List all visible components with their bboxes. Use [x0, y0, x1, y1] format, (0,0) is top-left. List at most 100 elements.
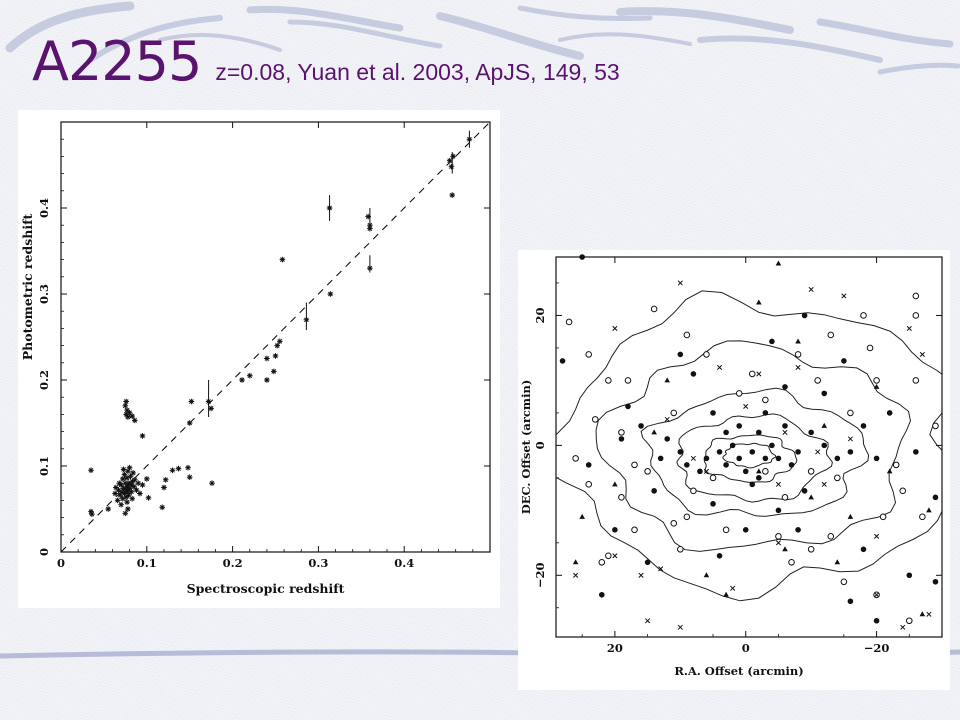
data-point [186, 474, 193, 481]
data-point [274, 342, 281, 349]
member-galaxy-dot [651, 488, 657, 494]
member-galaxy-dot [782, 423, 788, 429]
cross-marker [808, 286, 814, 293]
member-galaxy-dot [775, 455, 782, 462]
open-circle-marker [618, 494, 625, 501]
open-circle-marker [644, 468, 651, 475]
member-galaxy-dot [801, 488, 808, 494]
density-contour [676, 413, 833, 503]
member-galaxy-dot [723, 429, 729, 436]
open-circle-marker [866, 344, 874, 352]
dec-tick-label: −20 [533, 562, 547, 588]
data-point [120, 466, 127, 473]
triangle-marker [756, 299, 762, 305]
title-main: A2255 [32, 30, 202, 93]
data-point [205, 398, 212, 405]
data-point [466, 136, 473, 143]
cross-marker [730, 585, 736, 591]
cross-marker [658, 566, 664, 572]
member-galaxy-dot [736, 423, 742, 429]
data-point [162, 476, 169, 483]
open-circle-marker [572, 455, 579, 462]
data-point [239, 377, 245, 383]
member-galaxy-dot [742, 468, 749, 475]
cross-marker [906, 325, 912, 332]
member-galaxy-dot [795, 449, 801, 455]
open-circle-marker [683, 513, 691, 521]
open-circle-marker [912, 377, 920, 384]
triangle-marker [847, 513, 854, 519]
cross-marker [612, 325, 618, 332]
data-point [264, 377, 270, 383]
open-circle-marker [722, 526, 730, 534]
cross-marker [717, 364, 723, 370]
density-contours [556, 290, 942, 602]
open-circle-marker [748, 370, 756, 378]
member-galaxy-dot [585, 462, 592, 468]
sky-map-panel: 20 0 −20 20 0 −20 R.A. Offset (arcmin) DEC. O… [518, 250, 950, 690]
open-circle-marker [631, 526, 638, 534]
y-tick-label: 0.3 [37, 284, 51, 304]
data-point [126, 464, 133, 471]
data-point [131, 483, 137, 490]
member-galaxy-dot [710, 410, 716, 416]
open-circle-marker [624, 377, 632, 384]
data-point [118, 501, 124, 508]
data-point [159, 504, 165, 511]
data-point [123, 398, 129, 405]
cross-marker [756, 371, 762, 377]
member-galaxy-dot [795, 527, 801, 533]
triangle-marker [782, 546, 788, 552]
member-galaxy-dot [860, 546, 867, 553]
data-point [126, 492, 132, 499]
data-point [145, 494, 152, 501]
y-tick-label: 0.2 [37, 370, 51, 390]
open-circle-marker [775, 533, 782, 540]
member-galaxy-dot [664, 436, 671, 442]
member-galaxy-dot [873, 617, 880, 624]
data-point [448, 163, 455, 170]
member-galaxy-dot [612, 527, 618, 533]
cross-marker [690, 455, 696, 461]
cross-marker [775, 540, 781, 546]
triangle-marker [651, 429, 657, 435]
member-galaxy-dot [756, 429, 762, 436]
open-circle-marker [598, 558, 606, 566]
member-galaxy-dot [913, 449, 919, 455]
member-galaxy-dot [749, 481, 756, 488]
member-galaxy-dot [756, 475, 762, 481]
data-point [126, 409, 133, 416]
member-galaxy-dot [677, 351, 684, 358]
cross-marker [573, 572, 579, 578]
data-point [127, 473, 134, 480]
density-contour [640, 387, 870, 517]
cross-marker [664, 416, 670, 422]
member-galaxy-dot [821, 442, 828, 449]
open-circle-marker [735, 390, 743, 397]
data-point [367, 265, 373, 271]
scatter-axes: 0 0.1 0.2 0.3 0.4 0 0.1 0.2 0.3 0.4 [37, 122, 490, 570]
data-point [169, 467, 176, 474]
member-galaxy-dot [625, 403, 631, 410]
member-galaxy-dot [723, 462, 729, 468]
triangle-marker [834, 559, 841, 565]
cross-marker [821, 481, 827, 487]
open-circle-marker [565, 318, 573, 326]
member-galaxy-dot [677, 449, 684, 455]
open-circle-marker [703, 351, 710, 358]
triangle-marker [572, 559, 579, 565]
title-citation: z=0.08, Yuan et al. 2003, ApJS, 149, 53 [215, 59, 620, 85]
data-point [124, 499, 130, 505]
open-circle-marker [605, 377, 612, 384]
member-galaxy-dot [742, 527, 749, 533]
open-circle-marker [899, 487, 907, 495]
data-point [129, 495, 135, 502]
triangle-marker [775, 260, 782, 266]
open-circle-marker [591, 416, 599, 423]
member-galaxy-dot [690, 371, 697, 377]
triangle-marker [919, 611, 926, 617]
member-galaxy-dot [906, 572, 913, 579]
member-galaxy-dot [716, 449, 723, 455]
open-circle-marker [807, 468, 815, 475]
data-point [247, 372, 253, 379]
